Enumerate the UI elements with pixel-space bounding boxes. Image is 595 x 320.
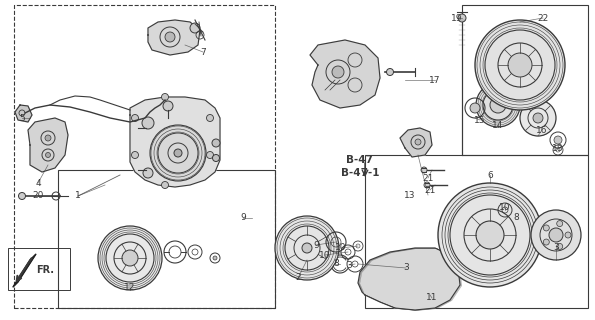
Polygon shape [400,128,432,157]
Text: 20: 20 [32,191,43,201]
Circle shape [531,210,581,260]
Circle shape [438,183,542,287]
Circle shape [131,151,139,158]
Text: 2: 2 [295,274,301,283]
Text: 16: 16 [536,125,548,134]
Polygon shape [130,97,220,187]
Polygon shape [13,254,36,287]
Text: 9: 9 [313,241,319,250]
Circle shape [470,103,480,113]
Circle shape [543,225,549,231]
Text: 10: 10 [335,244,347,252]
Circle shape [161,181,168,188]
Text: 6: 6 [487,171,493,180]
Circle shape [520,100,556,136]
Circle shape [174,149,182,157]
Circle shape [533,113,543,123]
Circle shape [142,117,154,129]
Polygon shape [358,248,460,310]
Circle shape [565,232,571,238]
Circle shape [554,136,562,144]
Text: 4: 4 [35,179,41,188]
Text: B-47-1: B-47-1 [341,168,379,178]
Text: B-47: B-47 [346,155,374,165]
Circle shape [275,216,339,280]
Circle shape [150,125,206,181]
Circle shape [458,14,466,22]
Circle shape [302,243,312,253]
Text: 18: 18 [552,143,563,153]
Text: 15: 15 [474,116,486,124]
Circle shape [18,193,26,199]
Bar [14,5,275,308]
Text: 8: 8 [333,260,339,268]
Text: 8: 8 [513,213,519,222]
Circle shape [332,66,344,78]
Circle shape [45,153,51,157]
Bar [58,170,275,308]
Circle shape [549,228,563,242]
Circle shape [476,83,520,127]
Circle shape [190,23,200,33]
Circle shape [415,139,421,145]
Text: 10: 10 [499,204,511,212]
Text: 12: 12 [124,284,136,292]
Circle shape [98,226,162,290]
Circle shape [475,20,565,110]
Circle shape [163,101,173,111]
Text: 14: 14 [492,121,504,130]
Polygon shape [15,105,32,122]
Circle shape [508,53,532,77]
Polygon shape [28,118,68,172]
Circle shape [143,168,153,178]
Text: 3: 3 [346,260,352,269]
Text: 7: 7 [200,47,206,57]
Bar [462,5,588,155]
Text: 19: 19 [451,13,463,22]
Circle shape [206,115,214,122]
Text: 11: 11 [426,293,438,302]
Text: 9: 9 [240,213,246,222]
Circle shape [165,32,175,42]
Circle shape [161,93,168,100]
Circle shape [424,182,430,188]
Circle shape [543,239,549,245]
Text: 1: 1 [75,191,81,201]
Circle shape [476,221,504,249]
Circle shape [557,244,563,249]
Text: 22: 22 [537,13,549,22]
Circle shape [557,220,563,227]
Text: 5: 5 [19,114,25,123]
Text: 17: 17 [429,76,441,84]
Text: 10: 10 [320,251,331,260]
Bar [365,155,588,308]
Circle shape [122,250,138,266]
Circle shape [131,115,139,122]
Text: 3: 3 [403,263,409,273]
Bar [8,248,70,290]
Circle shape [206,151,214,158]
Circle shape [45,135,51,141]
Circle shape [212,155,220,162]
Text: 21: 21 [422,173,434,182]
Polygon shape [148,20,200,55]
Circle shape [387,68,393,76]
Circle shape [213,256,217,260]
Circle shape [212,139,220,147]
Text: 21: 21 [424,186,436,195]
Polygon shape [310,40,380,108]
Circle shape [490,97,506,113]
Circle shape [421,167,427,173]
Text: FR.: FR. [36,265,54,275]
Text: 13: 13 [404,190,416,199]
Text: 3: 3 [553,244,559,252]
